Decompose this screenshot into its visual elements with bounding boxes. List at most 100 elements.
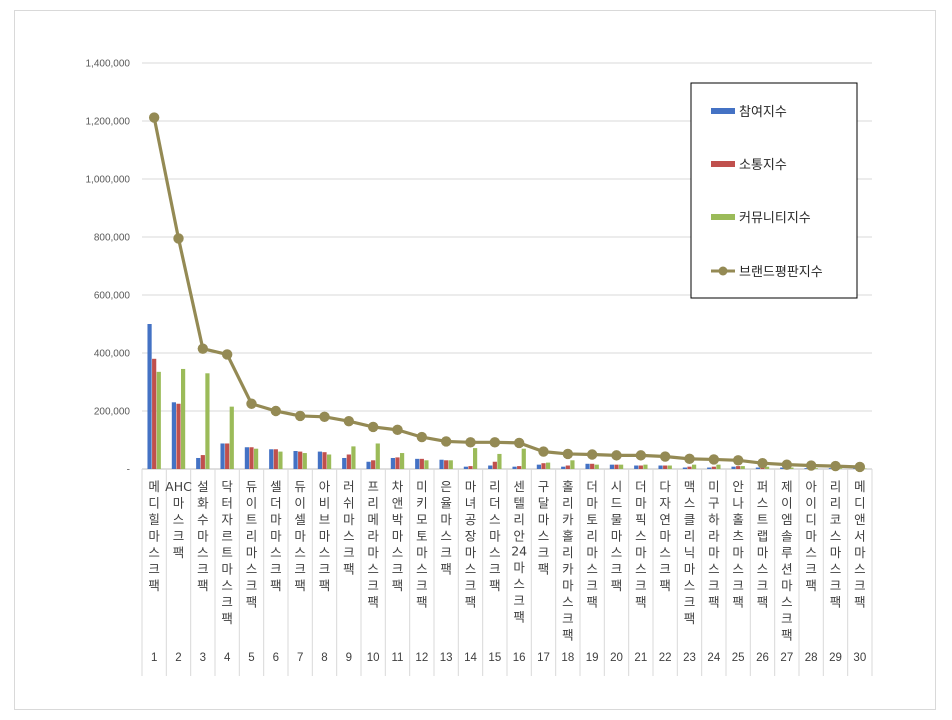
- rank-label: 23: [683, 652, 696, 664]
- line-point-26: [757, 458, 768, 469]
- line-point-7: [294, 410, 306, 422]
- rank-label: 22: [659, 652, 672, 664]
- rank-label: 10: [367, 652, 380, 664]
- y-tick-label: 600,000: [94, 291, 131, 302]
- bar-1-2: [171, 402, 176, 469]
- bar-1-3: [196, 457, 201, 469]
- bar-3-13: [448, 460, 453, 469]
- y-tick-label: 800,000: [94, 233, 131, 244]
- line-point-14: [465, 437, 476, 448]
- bar-1-13: [439, 459, 444, 469]
- bar-1-8: [317, 451, 322, 469]
- bar-1-12: [415, 458, 420, 469]
- bar-3-11: [400, 453, 405, 469]
- rank-label: 29: [829, 652, 842, 664]
- bar-2-20: [614, 464, 619, 469]
- legend-box: [690, 82, 858, 299]
- bar-2-13: [444, 460, 449, 469]
- y-tick-label: -: [127, 465, 130, 476]
- bar-1-6: [269, 449, 274, 469]
- line-point-4: [221, 349, 233, 360]
- legend-swatch: [711, 108, 735, 114]
- bar-2-12: [419, 458, 424, 469]
- bar-2-1: [152, 358, 157, 469]
- bar-1-29: [828, 468, 833, 469]
- bar-3-22: [667, 465, 672, 469]
- y-axis-tick-labels: - 200,000 400,000 600,000 800,000 1,000,000 1,…: [86, 59, 131, 476]
- bar-3-28: [813, 468, 818, 469]
- bar-3-15: [497, 453, 502, 469]
- bar-2-25: [736, 466, 741, 469]
- category-label: AHC 마 스 크 팩: [165, 479, 192, 560]
- bar-3-23: [692, 464, 697, 469]
- bar-1-14: [463, 466, 468, 469]
- bar-3-2: [181, 368, 186, 469]
- bar-2-11: [395, 457, 400, 469]
- rank-label: 20: [610, 652, 623, 664]
- bar-1-10: [366, 461, 371, 469]
- bar-1-23: [682, 467, 687, 469]
- line-point-15: [489, 437, 501, 448]
- bar-2-21: [638, 465, 643, 469]
- bar-2-16: [517, 466, 522, 469]
- bar-2-9: [346, 454, 351, 469]
- bar-2-4: [225, 443, 230, 469]
- line-series: [148, 112, 866, 473]
- bar-1-1: [147, 324, 152, 469]
- line-point-11: [392, 424, 403, 436]
- bar-1-20: [609, 464, 614, 469]
- bar-2-6: [273, 449, 278, 469]
- bar-1-18: [561, 466, 566, 469]
- line-point-30: [854, 461, 866, 473]
- bar-1-25: [731, 466, 736, 469]
- bar-1-9: [342, 457, 347, 469]
- bar-3-8: [327, 454, 332, 469]
- rank-label: 19: [586, 652, 599, 664]
- rank-label: 5: [248, 652, 254, 664]
- rank-label: 2: [175, 652, 181, 664]
- bar-1-24: [707, 467, 712, 469]
- bar-3-9: [351, 446, 356, 469]
- gridlines: [141, 62, 873, 676]
- bar-1-16: [512, 466, 517, 469]
- brand-reputation-chart: - 200,000 400,000 600,000 800,000 1,000,000 1,…: [86, 59, 873, 676]
- rank-label: 16: [513, 652, 526, 664]
- bar-2-22: [663, 465, 668, 469]
- bar-2-19: [590, 463, 595, 469]
- rank-label: 9: [346, 652, 352, 664]
- rank-label: 12: [415, 652, 428, 664]
- line-point-23: [684, 453, 695, 465]
- line-point-10: [367, 421, 379, 433]
- bar-2-3: [200, 455, 205, 469]
- line-point-6: [270, 405, 282, 417]
- bar-3-10: [375, 443, 380, 469]
- line-point-5: [246, 398, 257, 409]
- bar-1-5: [244, 447, 249, 469]
- bar-2-2: [176, 403, 181, 469]
- line-point-12: [416, 431, 428, 443]
- bar-3-14: [473, 448, 478, 469]
- bar-2-10: [371, 460, 376, 469]
- line-point-29: [830, 460, 841, 472]
- bar-1-11: [390, 457, 395, 469]
- line-point-27: [781, 459, 793, 470]
- legend-label: 소통지수: [739, 158, 787, 173]
- bar-3-7: [302, 453, 307, 469]
